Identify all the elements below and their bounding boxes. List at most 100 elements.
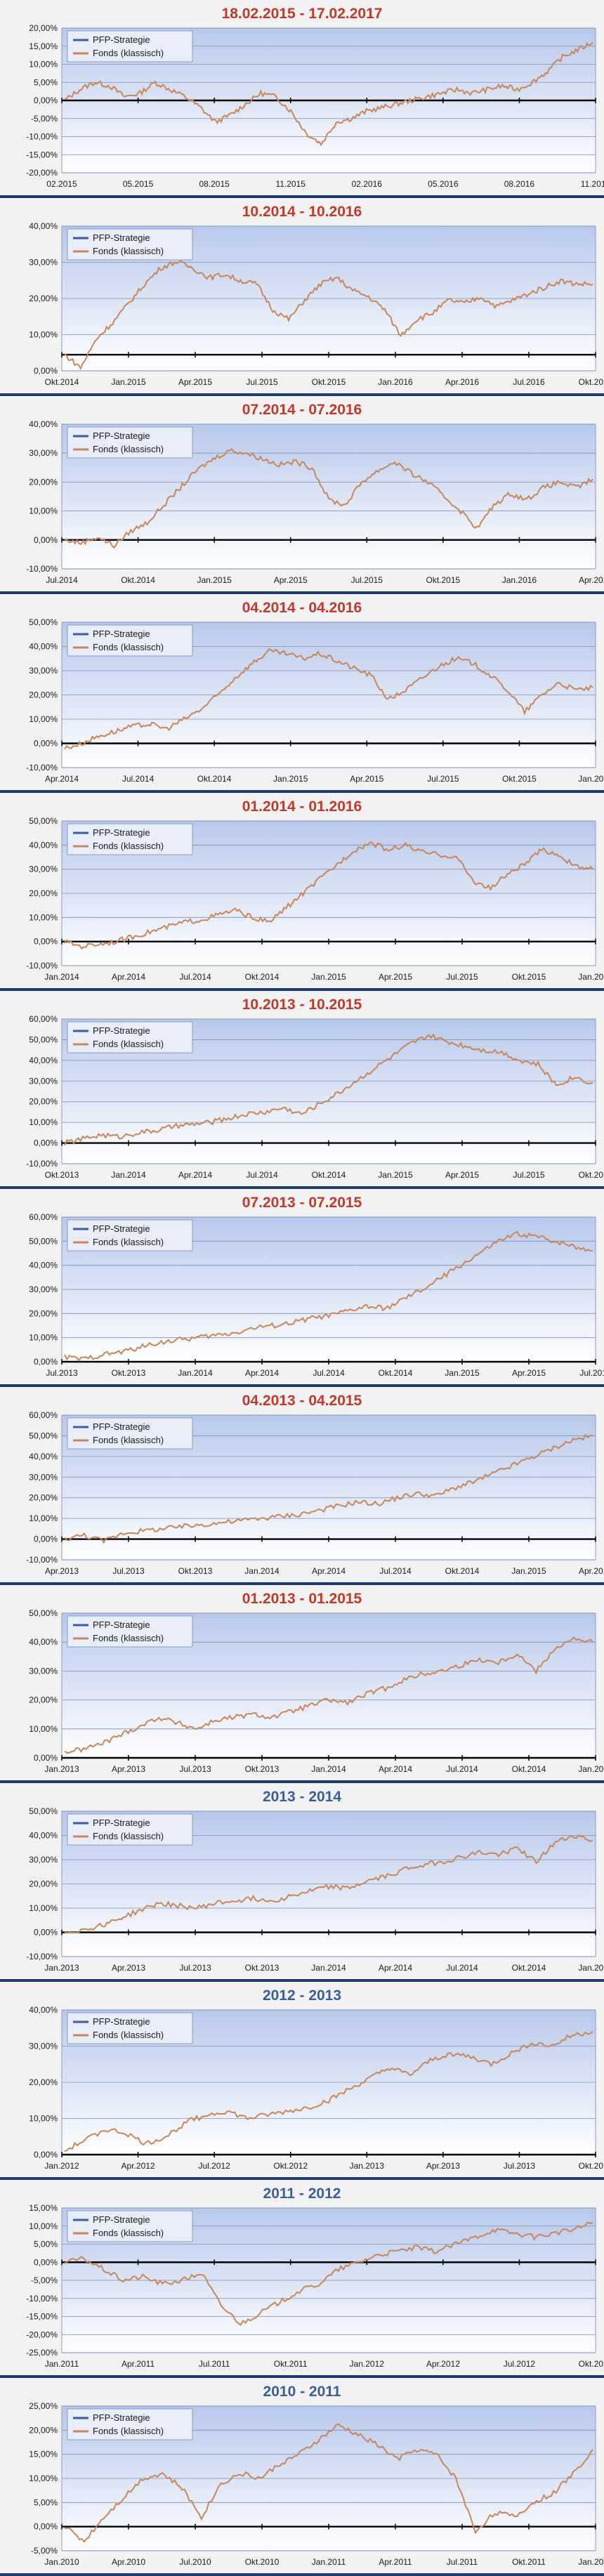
chart-svg: 40,00% 30,00% 20,00% 10,00% 0,00%Jan.2012 Apr… [29, 2006, 604, 2171]
y-tick-label: 40,00% [29, 420, 58, 429]
chart-panel: 01.2014 - 01.2016 50,00% 40,00% 30,00% 20,00… [0, 793, 604, 991]
x-tick-label: Apr.2014 [178, 1170, 212, 1180]
x-tick-label: Jul.2014 [379, 1566, 412, 1576]
y-tick-label: 15,00% [29, 2204, 58, 2213]
legend-strategy-label: PFP-Strategie [93, 1619, 150, 1630]
x-tick-label: Jul.2015 [351, 575, 383, 585]
chart-panel: 18.02.2015 - 17.02.2017 20,00% 15,00% 10,00… [0, 0, 604, 198]
x-tick-label: Jan.2016 [378, 377, 413, 387]
chart-panel: 10.2014 - 10.2016 40,00% 30,00% 20,00% 10,00… [0, 198, 604, 396]
x-tick-label: Apr.2014 [379, 1764, 412, 1774]
x-tick-label: Jan.2014 [311, 1764, 346, 1774]
y-tick-label: 10,00% [29, 2114, 58, 2124]
x-tick-label: 11.2015 [275, 179, 306, 189]
chart-svg: 50,00% 40,00% 30,00% 20,00% 10,00% 0,00% -10,0… [26, 1807, 604, 1973]
panel-separator [0, 2177, 604, 2180]
x-tick-label: Apr.2013 [112, 1764, 145, 1774]
legend-box [67, 228, 193, 261]
y-tick-label: 50,00% [29, 1236, 58, 1246]
y-tick-label: 10,00% [29, 60, 58, 70]
x-tick-label: Apr.2011 [379, 2557, 412, 2567]
chart-svg: 50,00% 40,00% 30,00% 20,00% 10,00% 0,00% -10,0… [26, 618, 604, 784]
legend-strategy-label: PFP-Strategie [93, 1223, 150, 1234]
x-tick-label: Jan.2014 [311, 1963, 346, 1973]
y-tick-label: 15,00% [29, 2450, 58, 2459]
legend-fund-label: Fonds (klassisch) [93, 1435, 164, 1445]
y-tick-label: 0,00% [34, 1928, 58, 1938]
x-tick-label: Jul.2013 [46, 1368, 78, 1378]
chart-panel: 04.2013 - 04.2015 60,00% 50,00% 40,00% 30,00… [0, 1387, 604, 1585]
fund-series-line [64, 841, 593, 950]
x-tick-label: Jan.2012 [578, 2557, 604, 2567]
x-tick-label: Jan.2016 [502, 575, 537, 585]
x-tick-label: Jan.2011 [312, 2557, 346, 2567]
x-tick-label: Okt.2012 [273, 2161, 308, 2171]
y-tick-label: -10,00% [26, 763, 58, 773]
x-tick-label: Apr.2015 [512, 1368, 546, 1378]
x-tick-label: Jul.2012 [198, 2161, 230, 2171]
y-tick-label: 20,00% [29, 24, 58, 33]
chart-panel: 01.2013 - 01.2015 50,00% 40,00% 30,00% 20,00… [0, 1585, 604, 1783]
chart-panel: 2011 - 2012 15,00% 10,00% 5,00% 0,00% -5,00% -… [0, 2180, 604, 2378]
x-tick-label: Okt.2013 [45, 1170, 79, 1180]
chart-title: 2011 - 2012 [263, 2186, 341, 2202]
chart-panel: 07.2014 - 07.2016 40,00% 30,00% 20,00% 10,00… [0, 396, 604, 594]
y-tick-label: 30,00% [29, 1076, 58, 1086]
y-tick-label: -10,00% [26, 1555, 58, 1565]
x-tick-label: Jul.2010 [179, 2557, 211, 2567]
x-tick-label: Jul.2015 [513, 1170, 545, 1180]
y-tick-label: 40,00% [29, 840, 58, 850]
legend-strategy-label: PFP-Strategie [93, 629, 150, 639]
x-tick-label: Okt.2015 [502, 774, 537, 784]
legend-strategy-label: PFP-Strategie [93, 1818, 150, 1828]
x-tick-label: Okt.2013 [579, 2161, 604, 2171]
x-tick-label: 02.2016 [352, 179, 383, 189]
y-tick-label: 20,00% [29, 2425, 58, 2435]
x-tick-label: Apr.2012 [426, 2359, 460, 2369]
y-tick-label: 15,00% [29, 41, 58, 51]
fund-series-line [64, 2221, 593, 2326]
y-tick-label: 5,00% [34, 2240, 58, 2249]
fund-series-line [64, 41, 593, 147]
y-tick-label: 40,00% [29, 642, 58, 652]
chart-panel: 2013 - 2014 50,00% 40,00% 30,00% 20,00% 10,00… [0, 1783, 604, 1982]
legend-strategy-label: PFP-Strategie [93, 2412, 150, 2423]
x-tick-label: Jan.2010 [44, 2557, 79, 2567]
x-tick-label: Okt.2014 [445, 1566, 480, 1576]
panel-separator [0, 1186, 604, 1189]
panel-separator [0, 1780, 604, 1783]
legend-box [67, 2012, 193, 2044]
y-tick-label: 0,00% [34, 2522, 58, 2532]
y-tick-label: 40,00% [29, 1637, 58, 1647]
y-tick-label: 30,00% [29, 666, 58, 676]
x-tick-label: 05.2016 [428, 179, 459, 189]
panel-separator [0, 988, 604, 991]
y-tick-label: -10,00% [26, 1952, 58, 1961]
y-tick-label: 10,00% [29, 506, 58, 516]
legend-fund-label: Fonds (klassisch) [93, 1633, 164, 1643]
x-tick-label: Okt.2014 [197, 774, 232, 784]
legend-strategy-label: PFP-Strategie [93, 232, 150, 243]
y-tick-label: 5,00% [34, 2497, 58, 2507]
y-tick-label: -20,00% [26, 168, 58, 178]
y-tick-label: 60,00% [29, 1411, 58, 1420]
panel-separator [0, 2375, 604, 2378]
y-tick-label: 20,00% [29, 1879, 58, 1889]
y-tick-label: 40,00% [29, 1261, 58, 1270]
y-tick-label: 0,00% [34, 535, 58, 545]
x-tick-label: Jan.2015 [197, 575, 232, 585]
chart-title: 01.2013 - 01.2015 [242, 1591, 362, 1607]
legend-box [67, 1813, 193, 1846]
legend-strategy-label: PFP-Strategie [93, 2214, 150, 2225]
legend-fund-label: Fonds (klassisch) [93, 2030, 164, 2040]
x-tick-label: 05.2015 [123, 179, 154, 189]
legend-fund-label: Fonds (klassisch) [93, 841, 164, 851]
legend-box [67, 1219, 193, 1251]
legend-fund-label: Fonds (klassisch) [93, 444, 164, 454]
y-tick-label: 20,00% [29, 888, 58, 898]
y-tick-label: -10,00% [26, 1159, 58, 1169]
chart-title: 07.2013 - 07.2015 [242, 1195, 362, 1211]
legend-strategy-label: PFP-Strategie [93, 34, 150, 45]
chart-svg: 60,00% 50,00% 40,00% 30,00% 20,00% 10,00% 0,00… [26, 1015, 604, 1180]
panel-separator [0, 1979, 604, 1982]
